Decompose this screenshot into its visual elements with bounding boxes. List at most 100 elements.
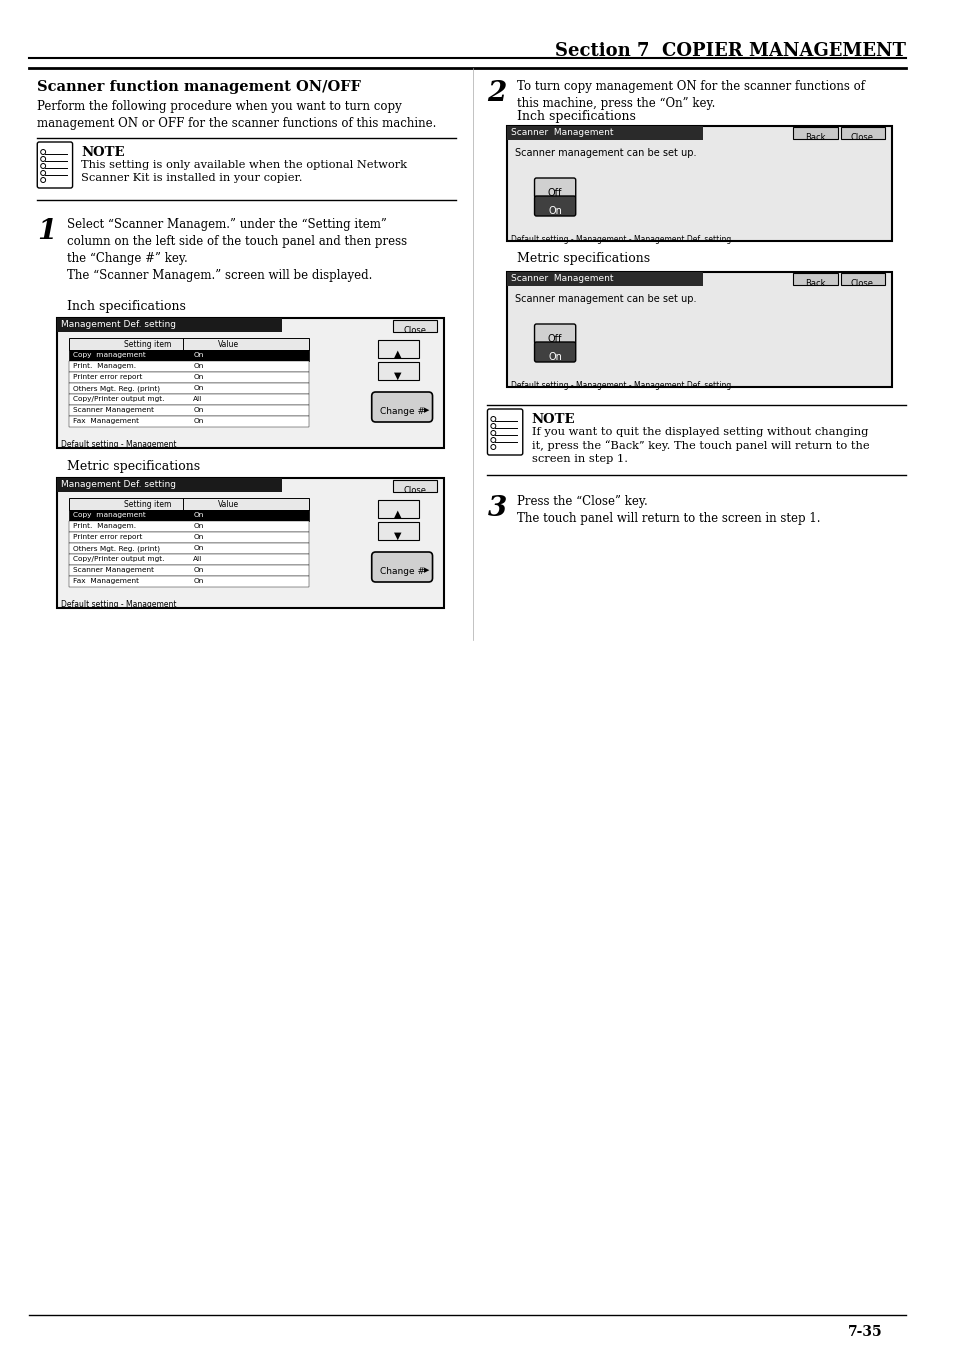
Bar [69,372,309,382]
Text: Metric specifications: Metric specifications [517,253,649,265]
Bar [507,126,702,141]
Bar [69,394,309,405]
FancyBboxPatch shape [372,553,432,582]
Bar [57,317,282,332]
Text: On: On [193,567,203,573]
Text: On: On [193,534,203,540]
Bar [69,416,309,427]
Bar [377,500,418,517]
Bar [69,509,309,521]
Text: Printer error report: Printer error report [72,374,142,380]
Text: Scanner  Management: Scanner Management [511,274,613,282]
Text: Default setting - Management - Management Def. setting: Default setting - Management - Managemen… [511,381,731,390]
Bar [69,576,309,586]
Text: To turn copy management ON for the scanner functions of
this machine, press the : To turn copy management ON for the scann… [517,80,864,109]
Text: Others Mgt. Reg. (print): Others Mgt. Reg. (print) [72,385,159,392]
Bar [393,480,437,492]
FancyBboxPatch shape [372,392,432,422]
Text: ▼: ▼ [394,531,401,540]
Bar [69,521,309,532]
Text: Scanner Management: Scanner Management [72,407,153,413]
Text: Off: Off [547,188,561,199]
Text: 7-35: 7-35 [847,1325,882,1339]
Text: Management Def. setting: Management Def. setting [61,320,175,330]
Text: Off: Off [547,334,561,345]
Bar [377,362,418,380]
Text: Perform the following procedure when you want to turn copy
management ON or OFF : Perform the following procedure when you… [37,100,436,130]
Bar [507,272,891,386]
Bar [69,382,309,394]
Text: On: On [193,363,203,369]
Text: Print.  Managem.: Print. Managem. [72,363,135,369]
Text: Copy  management: Copy management [72,353,145,358]
Text: Close: Close [850,280,873,288]
Text: 1: 1 [37,218,56,245]
Bar [69,499,309,509]
Text: All: All [193,396,202,403]
Text: This setting is only available when the optional Network
Scanner Kit is installe: This setting is only available when the … [81,159,407,184]
Text: Others Mgt. Reg. (print): Others Mgt. Reg. (print) [72,544,159,551]
Text: Change #: Change # [379,567,424,576]
Text: On: On [193,417,203,424]
Text: ▲: ▲ [394,349,401,359]
Text: ▶: ▶ [423,567,429,573]
Bar [69,405,309,416]
Bar [57,317,444,449]
Text: Setting item: Setting item [124,500,172,509]
Text: Management Def. setting: Management Def. setting [61,480,175,489]
Text: 3: 3 [487,494,506,521]
Text: Back: Back [804,132,824,142]
Text: Change #: Change # [379,407,424,416]
Text: Close: Close [403,326,426,335]
Text: Setting item: Setting item [124,340,172,349]
Bar [69,554,309,565]
Text: Printer error report: Printer error report [72,534,142,540]
Text: On: On [193,407,203,413]
Text: Copy/Printer output mgt.: Copy/Printer output mgt. [72,396,164,403]
FancyBboxPatch shape [534,196,575,216]
Text: Close: Close [403,486,426,494]
Bar [69,565,309,576]
FancyBboxPatch shape [534,178,575,199]
Bar [840,273,883,285]
Text: Value: Value [217,500,239,509]
Bar [57,478,282,492]
Text: ▲: ▲ [394,509,401,519]
Text: Default setting - Management - Management Def. setting: Default setting - Management - Managemen… [511,235,731,245]
Bar [377,521,418,540]
FancyBboxPatch shape [534,342,575,362]
Bar [793,273,837,285]
Text: All: All [193,557,202,562]
Text: On: On [193,512,203,517]
Text: NOTE: NOTE [81,146,125,159]
Text: Scanner Management: Scanner Management [72,567,153,573]
Bar [393,320,437,332]
Text: NOTE: NOTE [531,413,575,426]
Bar [793,127,837,139]
Text: Metric specifications: Metric specifications [67,459,199,473]
Text: Print.  Managem.: Print. Managem. [72,523,135,530]
Bar [69,361,309,372]
Text: Section 7  COPIER MANAGEMENT: Section 7 COPIER MANAGEMENT [555,42,905,59]
Bar [377,340,418,358]
FancyBboxPatch shape [487,409,522,455]
Text: Back: Back [804,280,824,288]
Bar [69,338,309,350]
Text: Scanner  Management: Scanner Management [511,128,613,136]
Text: On: On [193,544,203,551]
Text: On: On [193,385,203,390]
Text: On: On [193,523,203,530]
Text: Value: Value [217,340,239,349]
Bar [57,478,444,608]
Text: Copy  management: Copy management [72,512,145,517]
Bar [507,272,702,286]
FancyBboxPatch shape [534,324,575,345]
Text: If you want to quit the displayed setting without changing
it, press the “Back” : If you want to quit the displayed settin… [531,427,868,465]
Text: Fax  Management: Fax Management [72,417,138,424]
Bar [37,141,74,190]
Text: Inch specifications: Inch specifications [517,109,635,123]
Bar [840,127,883,139]
Text: Copy/Printer output mgt.: Copy/Printer output mgt. [72,557,164,562]
Text: Scanner management can be set up.: Scanner management can be set up. [515,149,696,158]
Text: On: On [193,374,203,380]
